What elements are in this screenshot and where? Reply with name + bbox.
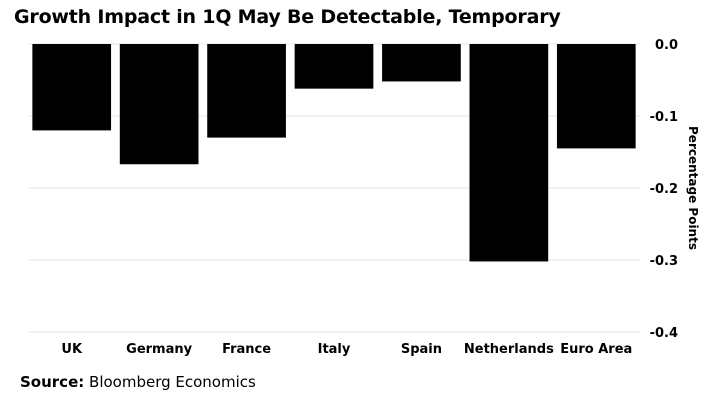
bar-germany — [119, 44, 199, 165]
y-tick-label: -0.1 — [650, 110, 678, 125]
bar-italy — [294, 44, 374, 89]
bar-spain — [382, 44, 461, 82]
bar-uk — [32, 44, 112, 131]
source-label: Source: — [20, 373, 85, 391]
source-line: Source: Bloomberg Economics — [20, 373, 256, 391]
category-label: UK — [61, 342, 83, 357]
y-tick-label: -0.2 — [650, 182, 678, 197]
category-label: Italy — [318, 342, 351, 357]
chart-title: Growth Impact in 1Q May Be Detectable, T… — [14, 6, 561, 28]
bar-euro-area — [556, 44, 636, 149]
y-tick-label: -0.4 — [650, 326, 678, 341]
y-tick-label: 0.0 — [655, 38, 678, 53]
bar-france — [207, 44, 286, 138]
y-axis-title: Percentage Points — [686, 126, 700, 250]
bars — [32, 44, 636, 262]
y-tick-label: -0.3 — [650, 254, 678, 269]
y-tick-labels: 0.0 -0.1 -0.2 -0.3 -0.4 — [650, 38, 678, 341]
category-label: Euro Area — [560, 342, 632, 357]
source-text: Bloomberg Economics — [89, 373, 256, 391]
bar-netherlands — [469, 44, 549, 262]
category-label: Germany — [126, 342, 192, 357]
category-label: Netherlands — [464, 342, 554, 357]
category-label: Spain — [401, 342, 442, 357]
category-labels: UK Germany France Italy Spain Netherlands Euro… — [61, 342, 632, 357]
category-label: France — [222, 342, 271, 357]
